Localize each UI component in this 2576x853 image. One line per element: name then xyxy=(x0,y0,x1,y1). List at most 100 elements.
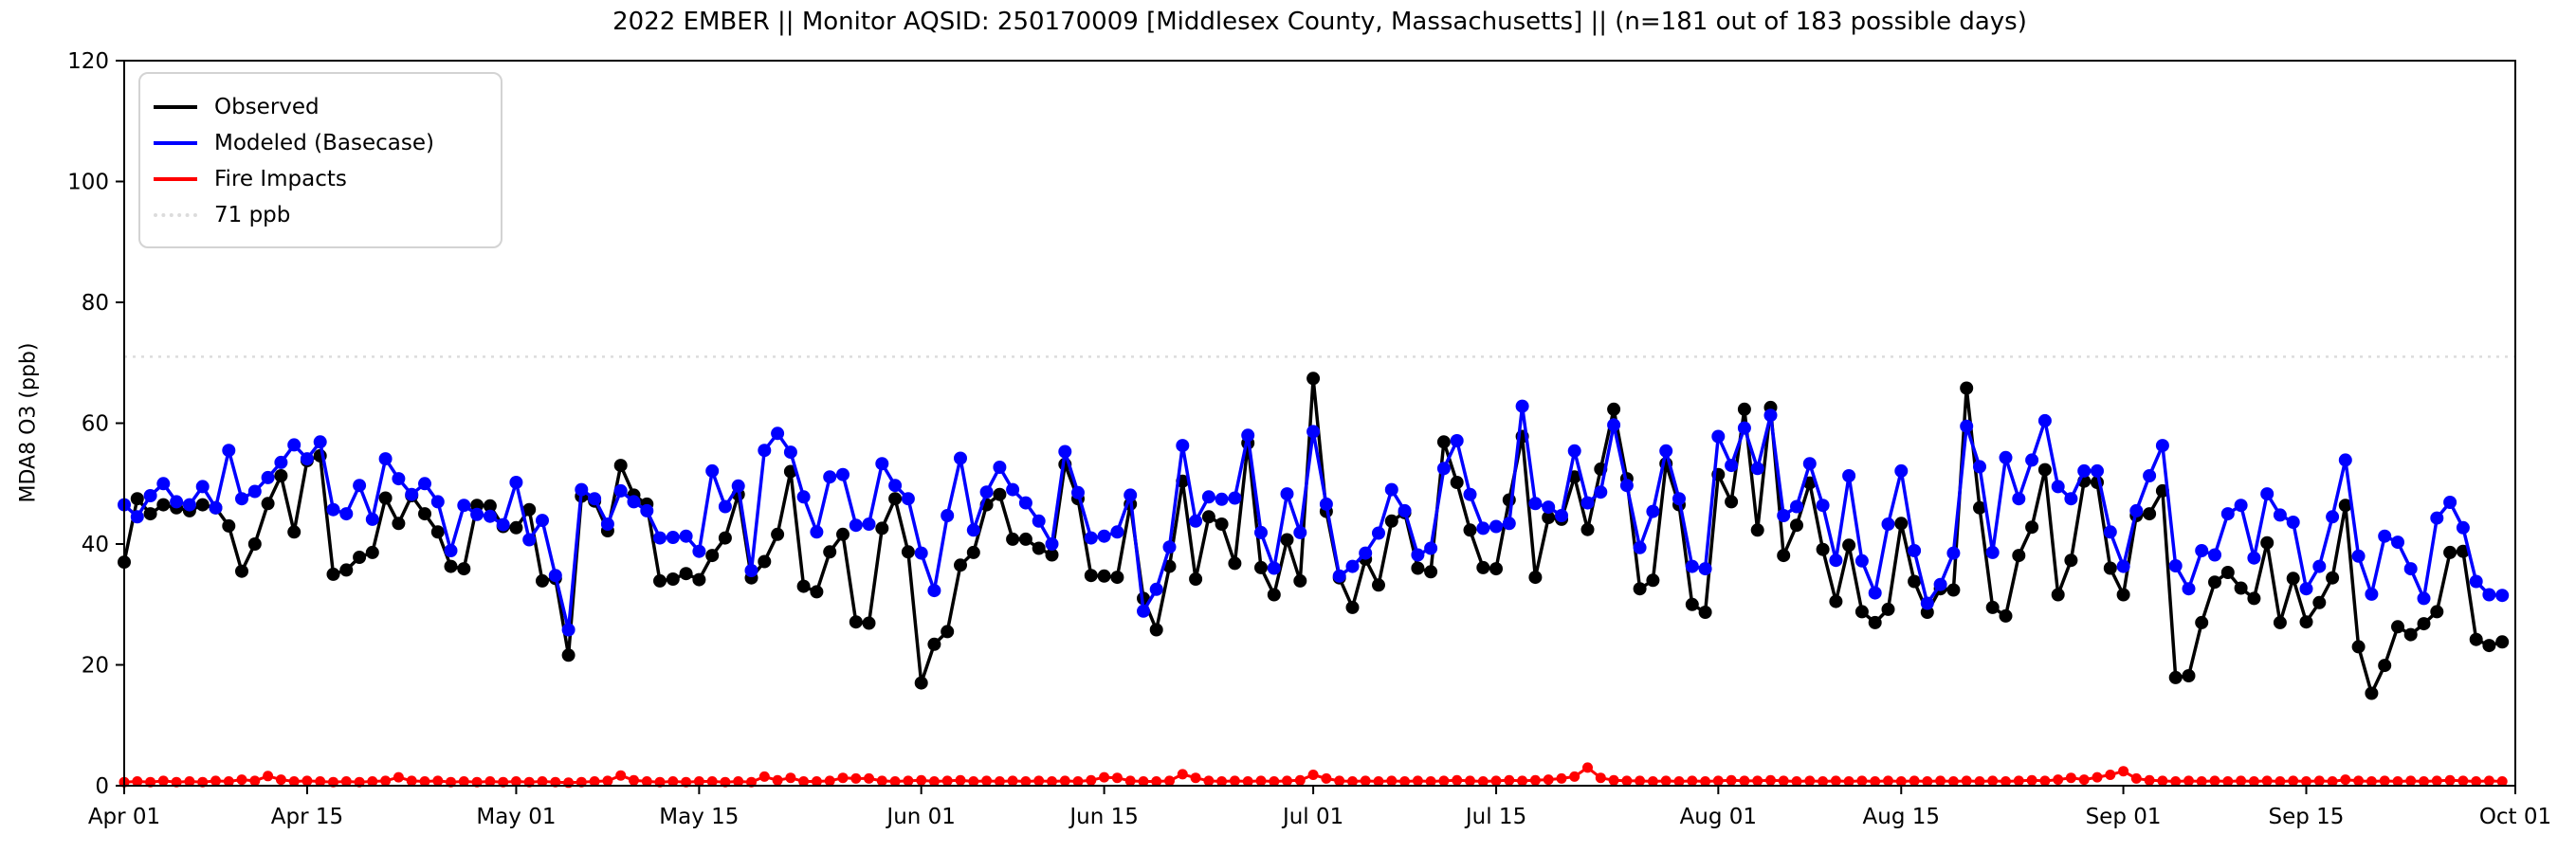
data-point xyxy=(2168,559,2183,572)
data-point xyxy=(2391,620,2404,634)
data-point xyxy=(1725,459,1739,473)
observed-series-markers xyxy=(118,372,2510,700)
data-point xyxy=(1895,776,1907,787)
data-point xyxy=(1045,537,1059,551)
data-point xyxy=(1020,776,1032,787)
data-point xyxy=(1673,776,1685,787)
data-point xyxy=(706,776,718,787)
data-point xyxy=(679,567,693,581)
data-point xyxy=(1711,429,1726,444)
data-point xyxy=(2220,566,2235,579)
data-point xyxy=(1111,772,1123,784)
data-point xyxy=(1307,770,1319,780)
data-point xyxy=(928,776,940,787)
data-point xyxy=(457,499,471,513)
x-axis-tick-label: Jun 15 xyxy=(1068,805,1139,829)
data-point xyxy=(692,572,706,587)
data-point xyxy=(1894,517,1909,531)
data-point xyxy=(1280,487,1294,501)
data-point xyxy=(836,467,850,481)
data-point xyxy=(2456,520,2470,535)
data-point xyxy=(1580,496,1595,510)
data-point xyxy=(2391,535,2404,550)
x-axis-tick-label: Sep 01 xyxy=(2086,805,2162,829)
data-point xyxy=(2183,775,2194,787)
data-point xyxy=(1894,463,1909,478)
data-point xyxy=(418,507,431,521)
data-point xyxy=(783,445,797,460)
data-point xyxy=(326,502,340,517)
data-point xyxy=(862,616,876,630)
data-point xyxy=(1398,503,1412,517)
data-point xyxy=(1920,596,1934,610)
data-point xyxy=(2482,588,2496,602)
data-point xyxy=(1985,545,2000,559)
data-point xyxy=(1032,541,1046,555)
data-point xyxy=(2103,525,2117,539)
data-point xyxy=(2039,775,2051,787)
data-point xyxy=(247,484,262,499)
data-point xyxy=(1306,372,1321,386)
data-point xyxy=(143,507,157,521)
data-point xyxy=(1607,402,1621,416)
data-point xyxy=(2196,776,2207,787)
data-point xyxy=(130,492,144,506)
data-point xyxy=(1698,562,1712,576)
data-point xyxy=(1097,529,1111,543)
x-axis-tick-label: Oct 01 xyxy=(2479,805,2551,829)
data-point xyxy=(1999,450,2013,464)
data-point xyxy=(339,563,354,577)
data-point xyxy=(446,776,456,788)
data-point xyxy=(339,507,354,521)
data-point xyxy=(1438,775,1450,787)
data-point xyxy=(2443,496,2457,509)
data-point xyxy=(2378,659,2392,673)
data-point xyxy=(758,444,772,458)
data-point xyxy=(1659,444,1673,458)
x-axis-tick-label: Jul 15 xyxy=(1464,805,1526,829)
data-point xyxy=(249,775,261,787)
data-point xyxy=(328,776,338,788)
data-point xyxy=(2037,463,2052,477)
legend-label: 71 ppb xyxy=(214,203,291,227)
data-point xyxy=(1647,776,1658,787)
data-point xyxy=(313,435,327,449)
data-point xyxy=(2155,439,2169,453)
data-point xyxy=(536,514,549,528)
data-point xyxy=(365,545,379,559)
data-point xyxy=(705,549,720,563)
data-point xyxy=(1138,776,1149,787)
data-point xyxy=(1124,488,1138,502)
data-point xyxy=(772,774,783,786)
data-point xyxy=(2025,453,2039,467)
data-point xyxy=(1007,775,1018,787)
data-point xyxy=(1032,514,1046,528)
data-point xyxy=(1149,623,1163,637)
data-point xyxy=(1633,540,1647,554)
data-point xyxy=(522,533,537,547)
data-point xyxy=(771,527,785,541)
data-point xyxy=(1269,776,1280,787)
data-point xyxy=(2351,640,2366,654)
data-point xyxy=(1737,402,1751,416)
data-point xyxy=(1842,469,1856,482)
data-point xyxy=(744,564,758,577)
data-point xyxy=(875,457,889,471)
x-axis-tick-label: Jul 01 xyxy=(1281,805,1343,829)
x-axis-tick-label: Jun 01 xyxy=(885,805,956,829)
data-point xyxy=(1802,457,1817,471)
data-point xyxy=(1137,604,1150,618)
data-point xyxy=(1712,775,1724,787)
data-point xyxy=(1386,775,1398,787)
data-point xyxy=(705,463,720,478)
data-point xyxy=(718,499,732,514)
data-point xyxy=(627,495,641,509)
data-point xyxy=(471,776,483,788)
data-point xyxy=(613,459,628,473)
legend-label: Modeled (Basecase) xyxy=(214,131,434,155)
data-point xyxy=(981,775,993,787)
data-point xyxy=(1097,569,1111,583)
data-point xyxy=(2288,775,2299,787)
data-point xyxy=(2129,503,2144,517)
data-point xyxy=(836,527,850,541)
